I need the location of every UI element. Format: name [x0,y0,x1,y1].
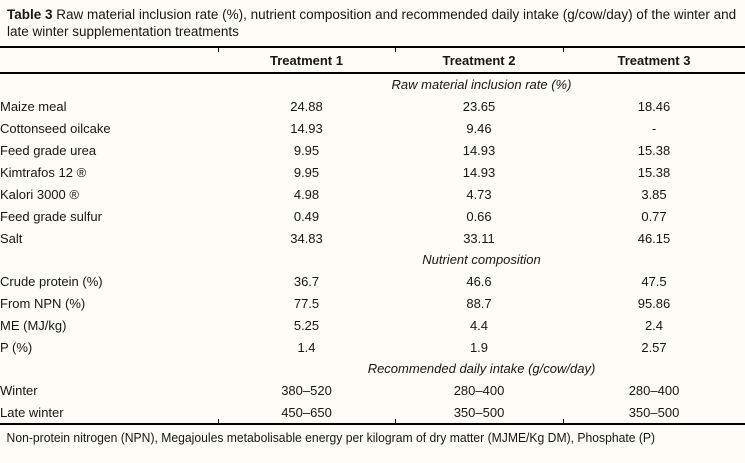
row-label: Crude protein (%) [0,273,103,289]
row-label: ME (MJ/kg) [0,317,67,333]
value-cell: 88.7 [466,295,492,311]
row-label: Kimtrafos 12 ® [0,164,87,180]
value-cell: 1.4 [297,339,316,355]
section-title: Recommended daily intake (g/cow/day) [367,361,596,376]
column-divider-tick [395,419,396,423]
data-table-wrapper: Treatment 1 Treatment 2 Treatment 3 Raw … [0,46,745,425]
row-label: P (%) [0,339,33,355]
value-cell: 9.95 [293,164,320,180]
section-header-nutrient-composition: Nutrient composition [0,249,745,270]
row-label: Salt [0,230,23,246]
value-cell: 34.83 [290,230,323,246]
value-cell: 15.38 [637,142,671,158]
section-header-recommended-daily-intake: Recommended daily intake (g/cow/day) [0,358,745,379]
row-label: Feed grade sulfur [0,208,102,224]
empty-cell [0,73,218,95]
row-label: Cottonseed oilcake [0,120,111,136]
value-cell: 1.9 [469,339,489,355]
value-cell: 9.46 [466,120,492,136]
value-cell: 36.7 [293,273,320,289]
row-label: Maize meal [0,98,67,114]
table-row: Kimtrafos 12 ® 9.95 14.93 15.38 [0,161,745,183]
section-title: Raw material inclusion rate (%) [391,77,572,92]
empty-cell [0,358,218,379]
table-caption-number: Table 3 [7,7,53,22]
value-cell: 4.73 [466,186,492,202]
value-cell: 2.4 [644,317,664,333]
table-row: Crude protein (%) 36.7 46.6 47.5 [0,270,745,292]
value-cell: 0.77 [641,208,667,224]
table-row: Feed grade urea 9.95 14.93 15.38 [0,139,745,161]
value-cell: 46.15 [637,230,671,246]
column-header-treatment-2: Treatment 2 [395,47,563,74]
column-divider-tick [218,419,219,423]
value-cell: 3.85 [641,186,667,202]
value-cell: 9.95 [293,142,320,158]
value-cell: 47.5 [641,273,667,289]
table-row: Kalori 3000 ® 4.98 4.73 3.85 [0,183,745,205]
value-cell: 0.49 [293,208,320,224]
column-divider-tick [395,48,396,52]
column-header-treatment-1: Treatment 1 [218,47,395,74]
value-cell: 2.57 [641,339,667,355]
value-cell: 95.86 [637,295,671,311]
section-header-raw-material: Raw material inclusion rate (%) [0,73,745,95]
empty-cell [0,249,218,270]
table-row: ME (MJ/kg) 5.25 4.4 2.4 [0,314,745,336]
column-divider-tick [218,48,219,52]
value-cell: 380–520 [281,382,332,398]
corner-cell [0,47,218,74]
table-row: Maize meal 24.88 23.65 18.46 [0,95,745,117]
value-cell: 280–400 [453,382,505,398]
value-cell: 23.65 [462,98,496,114]
value-cell: 24.88 [290,98,323,114]
header-row: Treatment 1 Treatment 2 Treatment 3 [0,47,745,74]
value-cell: 46.6 [466,273,492,289]
row-label: Kalori 3000 ® [0,186,79,202]
value-cell: 4.4 [469,317,489,333]
table-row: Feed grade sulfur 0.49 0.66 0.77 [0,205,745,227]
value-cell: 33.11 [463,230,495,246]
row-label: From NPN (%) [0,295,86,311]
table-row: Cottonseed oilcake 14.93 9.46 - [0,117,745,139]
table-row: Late winter 450–650 350–500 350–500 [0,401,745,424]
column-divider-tick [563,419,564,423]
column-divider-tick [563,48,564,52]
column-header-treatment-3: Treatment 3 [563,47,745,74]
row-label: Winter [0,382,38,398]
table-caption: Table 3 Raw material inclusion rate (%),… [0,0,745,46]
row-label: Feed grade urea [0,142,97,158]
value-cell: 0.66 [466,208,492,224]
value-cell: 4.98 [293,186,320,202]
table-caption-text: Raw material inclusion rate (%), nutrien… [7,7,737,40]
data-table: Treatment 1 Treatment 2 Treatment 3 Raw … [0,46,745,425]
table-row: Winter 380–520 280–400 280–400 [0,379,745,401]
value-cell: 350–500 [628,404,680,420]
value-cell: 14.93 [290,120,323,136]
value-cell: 350–500 [453,404,505,420]
table-row: From NPN (%) 77.5 88.7 95.86 [0,292,745,314]
table-row: P (%) 1.4 1.9 2.57 [0,336,745,358]
section-title: Nutrient composition [422,252,541,267]
value-cell: - [651,120,657,136]
value-cell: 14.93 [462,142,496,158]
value-cell: 18.46 [637,98,671,114]
value-cell: 450–650 [281,404,332,420]
table-row: Salt 34.83 33.11 46.15 [0,227,745,249]
value-cell: 77.5 [293,295,320,311]
value-cell: 14.93 [462,164,496,180]
value-cell: 5.25 [293,317,320,333]
row-label: Late winter [0,404,64,420]
table-footnote: Non-protein nitrogen (NPN), Megajoules m… [6,430,656,445]
value-cell: 15.38 [637,164,671,180]
value-cell: 280–400 [628,382,680,398]
